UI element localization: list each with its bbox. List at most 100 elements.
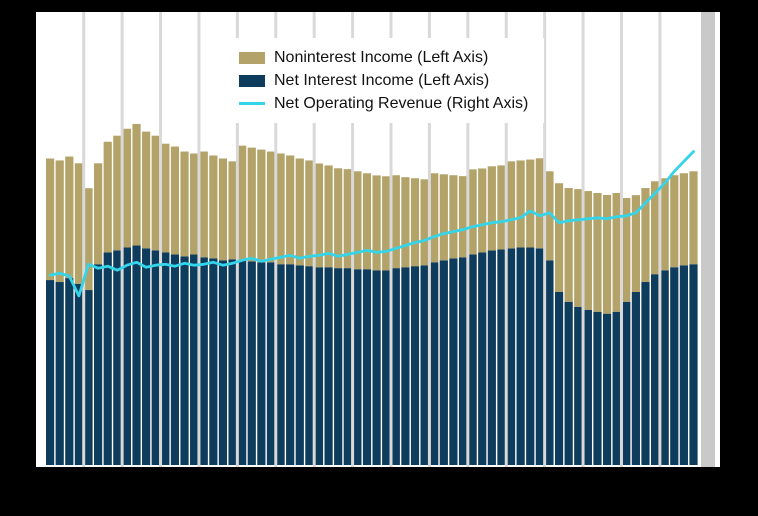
bar-noninterest [295, 158, 304, 266]
bar-noninterest [554, 183, 564, 292]
bar-net-interest [286, 264, 295, 465]
bar-noninterest [660, 178, 669, 271]
bar-net-interest [343, 268, 352, 465]
legend-label-net-operating-revenue: Net Operating Revenue (Right Axis) [274, 95, 529, 112]
bar-noninterest [180, 151, 189, 257]
bar-noninterest [516, 160, 525, 248]
bar-noninterest [314, 163, 324, 268]
bar-net-interest [218, 260, 228, 465]
bar-net-interest [679, 265, 688, 465]
bar-noninterest [257, 149, 266, 263]
bar-net-interest [132, 245, 141, 465]
bar-net-interest [170, 254, 180, 465]
bar-net-interest [564, 301, 573, 465]
bar-net-interest [257, 262, 266, 465]
bar-noninterest [593, 193, 602, 312]
bar-noninterest [410, 178, 420, 267]
bar-net-interest [602, 313, 612, 465]
bar-noninterest [535, 158, 544, 249]
bar-net-interest [190, 254, 199, 465]
bar-net-interest [238, 260, 247, 465]
bar-noninterest [679, 173, 688, 266]
bar-net-interest [247, 261, 256, 465]
bar-noninterest [190, 153, 199, 255]
bar-net-interest [84, 290, 93, 465]
bar-net-interest [382, 270, 391, 465]
bar-noninterest [74, 163, 84, 284]
bar-net-interest [516, 247, 525, 465]
bar-net-interest [314, 267, 324, 465]
bar-net-interest [372, 270, 381, 465]
bar-noninterest [564, 188, 573, 302]
legend-label-net-interest-income: Net Interest Income (Left Axis) [274, 72, 490, 89]
bar-net-interest [142, 248, 151, 465]
bar-net-interest [439, 260, 448, 465]
bar-net-interest [535, 248, 544, 465]
bar-noninterest [199, 151, 208, 258]
bar-net-interest [641, 282, 650, 465]
bar-noninterest [468, 169, 477, 255]
legend-label-noninterest-income: Noninterest Income (Left Axis) [274, 49, 489, 66]
bar-net-interest [468, 254, 477, 465]
bar-noninterest [305, 160, 314, 267]
bar-noninterest [420, 179, 429, 266]
bar-net-interest [103, 252, 112, 465]
bar-net-interest [631, 291, 640, 465]
bar-noninterest [391, 175, 400, 269]
bar-net-interest [554, 291, 564, 465]
bar-noninterest [238, 145, 247, 261]
bar-noninterest [650, 181, 660, 275]
bar-noninterest [430, 173, 439, 263]
bar-net-interest [74, 283, 84, 465]
bar-net-interest [334, 268, 343, 465]
bar-net-interest [180, 256, 189, 465]
bar-noninterest [276, 153, 285, 265]
right-shaded-band [701, 12, 715, 467]
bar-noninterest [372, 175, 381, 271]
bar-noninterest [65, 156, 74, 279]
bar-net-interest [689, 264, 698, 465]
bar-noninterest [122, 128, 132, 248]
bar-net-interest [506, 248, 516, 465]
bar-net-interest [410, 266, 420, 465]
bar-noninterest [113, 135, 122, 251]
bar-net-interest [401, 267, 410, 465]
bar-noninterest [334, 168, 343, 269]
bar-noninterest [401, 177, 410, 268]
bar-noninterest [142, 131, 151, 249]
bar-net-interest [497, 249, 506, 465]
legend-swatch-net-interest-income-icon [239, 74, 265, 87]
bar-net-interest [276, 264, 285, 465]
bar-net-interest [430, 262, 439, 465]
legend-item-net-operating-revenue: Net Operating Revenue (Right Axis) [239, 93, 528, 114]
bar-noninterest [228, 161, 237, 260]
bar-noninterest [449, 175, 458, 259]
bar-net-interest [266, 262, 276, 465]
bar-net-interest [660, 270, 669, 465]
bar-net-interest [122, 247, 132, 465]
bar-net-interest [420, 265, 429, 465]
bar-net-interest [362, 269, 372, 465]
bar-net-interest [151, 250, 160, 465]
bar-noninterest [526, 159, 535, 248]
bar-net-interest [458, 257, 468, 465]
bar-noninterest [103, 141, 112, 253]
bar-noninterest [631, 195, 640, 292]
bar-noninterest [170, 146, 180, 255]
bar-noninterest [266, 151, 276, 263]
legend-item-net-interest-income: Net Interest Income (Left Axis) [239, 70, 528, 91]
bar-net-interest [46, 280, 55, 465]
bar-net-interest [353, 269, 362, 465]
bar-net-interest [622, 301, 631, 465]
bar-net-interest [593, 311, 602, 465]
bar-noninterest [545, 171, 554, 261]
bar-noninterest [247, 147, 256, 262]
legend-swatch-net-operating-revenue-icon [239, 102, 265, 105]
bar-noninterest [218, 158, 228, 261]
bar-noninterest [574, 189, 583, 307]
bar-noninterest [497, 165, 506, 250]
bar-noninterest [286, 155, 295, 265]
bar-net-interest [113, 250, 122, 465]
bar-net-interest [487, 250, 496, 465]
bar-noninterest [343, 169, 352, 269]
